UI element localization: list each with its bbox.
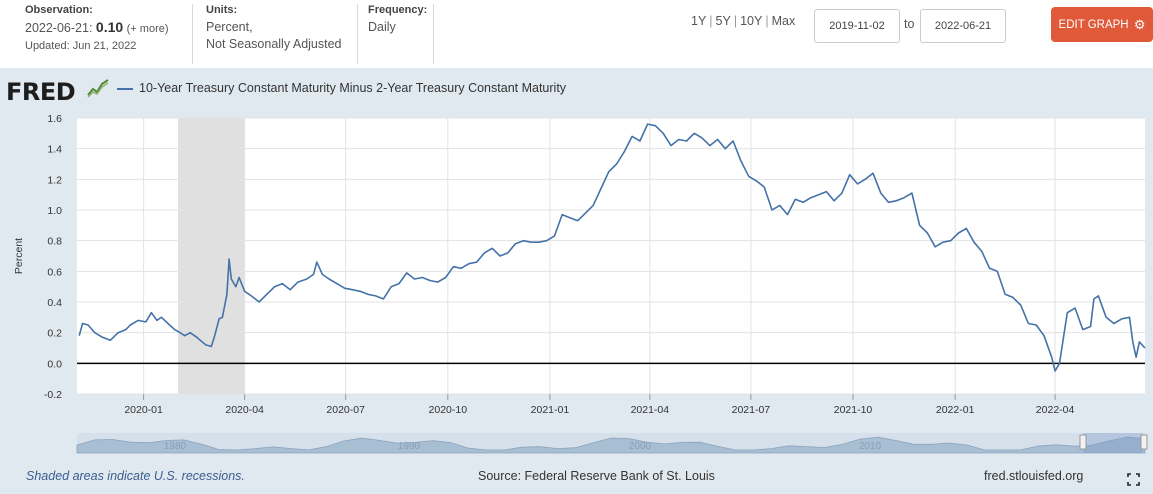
recession-band [178,118,245,394]
x-tick-label: 2022-01 [936,404,975,416]
y-tick-label: 1.0 [47,205,62,217]
edit-graph-label: EDIT GRAPH [1058,19,1129,31]
observation-panel: Observation: 2022-06-21: 0.10 (+ more) U… [25,4,190,64]
end-date-input[interactable]: 2022-06-21 [920,9,1006,43]
x-tick-label: 2020-10 [429,404,468,416]
navigator-left-handle[interactable] [1079,434,1087,450]
navigator-selection[interactable] [1083,433,1143,453]
y-tick-label: 0.2 [47,328,62,340]
fred-logo: FRED [6,78,76,106]
x-tick-label: 2020-04 [225,404,264,416]
to-label: to [904,17,915,31]
observation-value: 0.10 [95,19,124,35]
observation-line: 2022-06-21: 0.10 (+ more) [25,19,190,38]
y-tick-label: -0.2 [44,389,62,401]
x-tick-label: 2020-07 [326,404,365,416]
chart-svg: 1.6 1.4 1.2 1.0 0.8 0.6 0.4 0.2 0.0 -0.2 2020-01 2… [13,113,1148,454]
observation-date: 2022-06-21: [25,21,93,35]
divider [192,4,193,64]
x-tick-label: 2021-07 [732,404,771,416]
range-10y-link[interactable]: 10Y [740,14,763,28]
site-url[interactable]: fred.stlouisfed.org [984,469,1084,483]
y-tick-label: 0.0 [47,358,62,370]
navigator-year-label: 1980 [164,441,187,452]
units-panel: Units: Percent, Not Seasonally Adjusted [206,4,356,64]
series-line[interactable] [78,123,1146,372]
legend: 10-Year Treasury Constant Maturity Minus… [117,81,566,95]
x-tick-label: 2021-10 [834,404,873,416]
frequency-label: Frequency: [368,4,428,16]
y-tick-label: 0.4 [47,297,62,309]
y-tick-label: 1.6 [47,113,62,125]
frequency-panel: Frequency: Daily [368,4,438,64]
y-tick-label: 1.4 [47,144,62,156]
range-links: 1Y | 5Y | 10Y | Max [691,14,796,28]
legend-swatch [117,87,133,90]
range-max-link[interactable]: Max [771,14,796,28]
gear-icon: ⚙ [1133,17,1146,32]
range-1y-link[interactable]: 1Y [691,14,707,28]
y-tick-label: 0.6 [47,266,62,278]
x-tick-label: 2022-04 [1036,404,1075,416]
navigator-series-area [76,436,1146,454]
divider [433,4,434,64]
navigator-year-label: 2000 [629,441,652,452]
navigator-year-label: 2010 [859,441,882,452]
top-bar: Observation: 2022-06-21: 0.10 (+ more) U… [0,0,1153,68]
y-axis-label: Percent [13,238,25,274]
x-tick-label: 2021-04 [631,404,670,416]
updated-date: Updated: Jun 21, 2022 [25,40,137,52]
more-observations-link[interactable]: (+ more) [126,23,169,35]
y-tick-label: 1.2 [47,174,62,186]
navigator-year-label: 1990 [398,441,421,452]
edit-graph-button[interactable]: EDIT GRAPH ⚙ [1051,7,1153,42]
y-tick-label: 0.8 [47,236,62,248]
fullscreen-icon[interactable] [1127,473,1140,486]
source-text: Source: Federal Reserve Bank of St. Loui… [478,469,715,483]
units-line-2: Not Seasonally Adjusted [206,37,342,51]
chart-area: FRED 10-Year Treasury Constant Maturity … [0,68,1153,494]
observation-label: Observation: [25,4,93,16]
navigator-right-handle[interactable] [1140,434,1148,450]
start-date-input[interactable]: 2019-11-02 [814,9,900,43]
range-5y-link[interactable]: 5Y [715,14,731,28]
units-label: Units: [206,4,238,16]
frequency-value: Daily [368,20,396,34]
legend-series-name: 10-Year Treasury Constant Maturity Minus… [139,81,567,95]
x-tick-label: 2020-01 [124,404,163,416]
divider [357,4,358,64]
x-tick-label: 2021-01 [531,404,570,416]
fred-logo-graph-icon [87,79,109,98]
plot-background [77,118,1145,394]
recession-note: Shaded areas indicate U.S. recessions. [26,469,245,483]
units-line-1: Percent, [206,20,253,34]
navigator[interactable]: 1980 1990 2000 2010 [76,433,1148,454]
